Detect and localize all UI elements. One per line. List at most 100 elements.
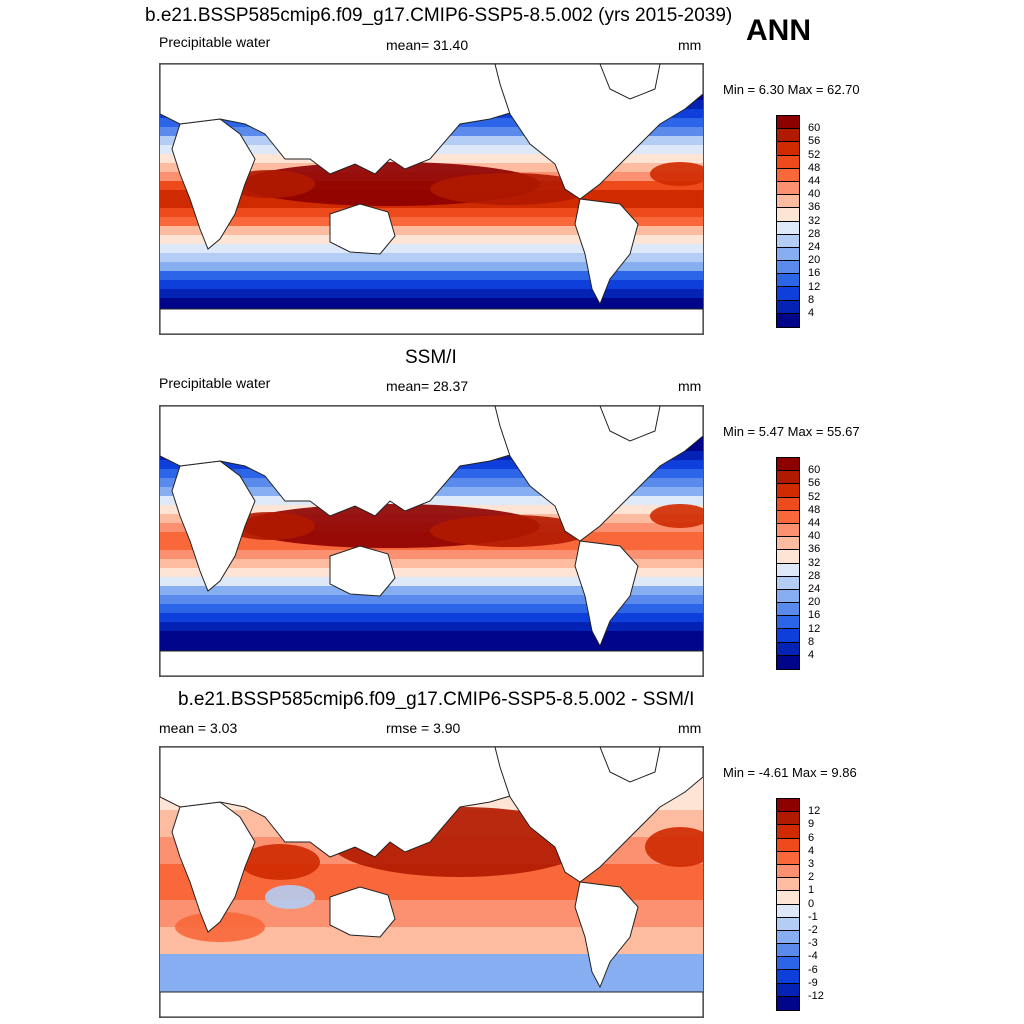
colorbar-swatch bbox=[777, 983, 799, 997]
colorbar-tick-label: 52 bbox=[808, 148, 821, 161]
colorbar-swatch bbox=[777, 221, 799, 235]
colorbar-tick-label: 16 bbox=[808, 267, 821, 280]
panel3-units-label: mm bbox=[678, 720, 702, 736]
colorbar-tick-label: 32 bbox=[808, 214, 821, 227]
colorbar-tick-label: 12 bbox=[808, 805, 821, 818]
colorbar-swatch bbox=[777, 970, 799, 984]
colorbar-tick-label: 56 bbox=[808, 477, 821, 490]
colorbar-swatch bbox=[777, 195, 799, 209]
colorbar-swatch bbox=[777, 917, 799, 931]
panel3-map bbox=[159, 746, 704, 1018]
colorbar-swatch bbox=[777, 930, 799, 945]
panel1-minmax: Min = 6.30 Max = 62.70 bbox=[723, 82, 860, 97]
colorbar-swatch bbox=[777, 864, 799, 879]
main-title: b.e21.BSSP585cmip6.f09_g17.CMIP6-SSP5-8.… bbox=[145, 5, 733, 26]
colorbar-tick-label: 56 bbox=[808, 135, 821, 148]
colorbar-swatch bbox=[777, 825, 799, 839]
colorbar-tick-label: 40 bbox=[808, 188, 821, 201]
colorbar-tick-label: 12 bbox=[808, 280, 821, 293]
panel2-mean-label: mean= 28.37 bbox=[386, 378, 469, 394]
panel1-units-label: mm bbox=[678, 37, 702, 53]
colorbar-swatch bbox=[777, 458, 799, 472]
colorbar-tick-label: 48 bbox=[808, 503, 821, 516]
colorbar-tick-label: 36 bbox=[808, 201, 821, 214]
colorbar-swatch bbox=[777, 642, 799, 656]
season-label: ANN bbox=[746, 14, 811, 47]
panel3-rmse-label: rmse = 3.90 bbox=[386, 720, 461, 736]
colorbar-tick-label: 1 bbox=[808, 884, 815, 897]
colorbar-swatch bbox=[777, 313, 799, 327]
colorbar-swatch bbox=[777, 838, 799, 852]
colorbar-swatch bbox=[777, 287, 799, 301]
colorbar-swatch bbox=[777, 247, 799, 262]
colorbar-swatch bbox=[777, 589, 799, 604]
colorbar-tick-label: -4 bbox=[808, 950, 818, 963]
colorbar-swatch bbox=[777, 537, 799, 551]
colorbar-tick-label: 36 bbox=[808, 543, 821, 556]
colorbar-tick-label: 9 bbox=[808, 818, 815, 831]
colorbar-tick-label: -1 bbox=[808, 910, 818, 923]
colorbar-tick-label: 8 bbox=[808, 293, 815, 306]
colorbar-swatch bbox=[777, 944, 799, 958]
panel3-minmax: Min = -4.61 Max = 9.86 bbox=[723, 765, 857, 780]
colorbar-swatch bbox=[777, 550, 799, 564]
colorbar-tick-label: 28 bbox=[808, 227, 821, 240]
colorbar-swatch bbox=[777, 181, 799, 196]
panel2-variable-label: Precipitable water bbox=[159, 375, 271, 391]
colorbar-tick-label: 52 bbox=[808, 490, 821, 503]
colorbar-tick-label: 48 bbox=[808, 161, 821, 174]
colorbar-tick-label: 12 bbox=[808, 622, 821, 635]
colorbar-tick-label: -12 bbox=[808, 990, 824, 1002]
colorbar-tick-label: 20 bbox=[808, 254, 821, 267]
colorbar-swatch bbox=[777, 655, 799, 669]
colorbar-tick-label: 40 bbox=[808, 530, 821, 543]
colorbar-swatch bbox=[777, 996, 799, 1010]
colorbar-swatch bbox=[777, 616, 799, 630]
colorbar-tick-label: 60 bbox=[808, 464, 821, 477]
panel3-title: b.e21.BSSP585cmip6.f09_g17.CMIP6-SSP5-8.… bbox=[178, 689, 695, 710]
colorbar-swatch bbox=[777, 274, 799, 288]
colorbar-swatch bbox=[777, 799, 799, 813]
colorbar-swatch bbox=[777, 523, 799, 538]
colorbar-tick-label: 4 bbox=[808, 649, 815, 661]
colorbar-swatch bbox=[777, 510, 799, 524]
colorbar-tick-label: 28 bbox=[808, 569, 821, 582]
colorbar-tick-label: -6 bbox=[808, 963, 818, 976]
colorbar-swatch bbox=[777, 142, 799, 156]
colorbar-tick-label: 4 bbox=[808, 307, 815, 319]
panel3-colorbar bbox=[776, 798, 800, 1011]
colorbar-swatch bbox=[777, 129, 799, 143]
colorbar-swatch bbox=[777, 116, 799, 130]
panel1-map bbox=[159, 63, 704, 335]
colorbar-tick-label: -2 bbox=[808, 924, 818, 936]
panel3-mean-label: mean = 3.03 bbox=[159, 720, 238, 736]
colorbar-tick-label: 6 bbox=[808, 831, 815, 844]
colorbar-tick-label: 60 bbox=[808, 122, 821, 135]
colorbar-tick-label: -3 bbox=[808, 937, 818, 950]
panel1-mean-label: mean= 31.40 bbox=[386, 37, 469, 53]
colorbar-tick-label: 44 bbox=[808, 175, 821, 187]
colorbar-swatch bbox=[777, 155, 799, 169]
colorbar-swatch bbox=[777, 300, 799, 314]
panel1-colorbar bbox=[776, 115, 800, 328]
colorbar-tick-label: 44 bbox=[808, 517, 821, 529]
colorbar-swatch bbox=[777, 471, 799, 485]
colorbar-swatch bbox=[777, 957, 799, 971]
panel2-units-label: mm bbox=[678, 378, 702, 394]
colorbar-tick-label: 24 bbox=[808, 241, 821, 253]
colorbar-swatch bbox=[777, 891, 799, 905]
panel2-colorbar bbox=[776, 457, 800, 670]
colorbar-tick-label: 32 bbox=[808, 556, 821, 569]
colorbar-tick-label: 2 bbox=[808, 871, 815, 884]
colorbar-tick-label: 20 bbox=[808, 596, 821, 609]
colorbar-swatch bbox=[777, 812, 799, 826]
colorbar-tick-label: -9 bbox=[808, 976, 818, 989]
colorbar-swatch bbox=[777, 208, 799, 222]
colorbar-swatch bbox=[777, 484, 799, 498]
colorbar-swatch bbox=[777, 603, 799, 617]
panel2-minmax: Min = 5.47 Max = 55.67 bbox=[723, 424, 860, 439]
colorbar-tick-label: 24 bbox=[808, 583, 821, 595]
colorbar-swatch bbox=[777, 629, 799, 643]
colorbar-swatch bbox=[777, 563, 799, 577]
panel2-title: SSM/I bbox=[405, 347, 457, 368]
